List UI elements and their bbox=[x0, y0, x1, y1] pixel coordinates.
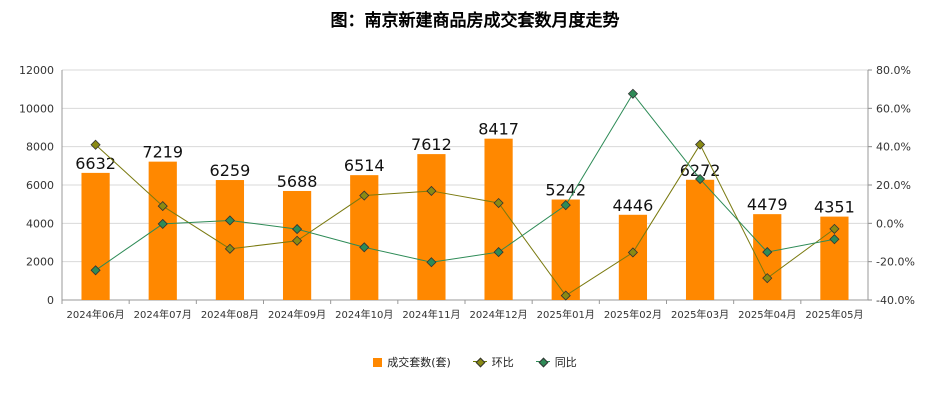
chart-title: 图：南京新建商品房成交套数月度走势 bbox=[330, 11, 620, 31]
bar-value-label: 5242 bbox=[545, 181, 586, 200]
y-left-tick-label: 2000 bbox=[26, 256, 54, 269]
tb-point bbox=[493, 247, 504, 258]
bar bbox=[685, 179, 715, 300]
tb-point bbox=[292, 224, 303, 235]
tb-point bbox=[426, 257, 437, 268]
x-tick-label: 2024年10月 bbox=[335, 308, 393, 321]
bar bbox=[417, 154, 446, 300]
y-right-tick-label: -40.0% bbox=[876, 294, 915, 307]
bar-value-label: 6514 bbox=[344, 156, 385, 175]
y-right-tick-label: 80.0% bbox=[876, 64, 911, 77]
x-tick-label: 2024年06月 bbox=[66, 308, 124, 321]
legend-item-bar[interactable]: 成交套数(套) bbox=[373, 354, 451, 370]
bar-value-label: 7219 bbox=[142, 143, 183, 162]
bar-value-label: 5688 bbox=[277, 172, 318, 191]
x-tick-label: 2025年01月 bbox=[537, 308, 595, 321]
hb-line bbox=[95, 143, 835, 297]
hb-point bbox=[829, 223, 840, 234]
bar-value-label: 4479 bbox=[747, 195, 788, 214]
y-right-tick-label: 60.0% bbox=[876, 102, 911, 115]
hb-point bbox=[762, 273, 773, 284]
bar-value-label: 4351 bbox=[814, 198, 855, 217]
y-left-tick-label: 0 bbox=[47, 294, 54, 307]
x-tick-label: 2025年02月 bbox=[604, 308, 662, 321]
y-left-tick-label: 6000 bbox=[26, 179, 54, 192]
bar-value-label: 7612 bbox=[411, 135, 452, 154]
legend-label-tb: 同比 bbox=[554, 356, 577, 369]
legend-bar-swatch bbox=[373, 357, 383, 367]
hb-point bbox=[426, 185, 437, 197]
x-tick-label: 2024年11月 bbox=[402, 308, 460, 321]
tb-point bbox=[627, 88, 638, 99]
x-tick-label: 2025年04月 bbox=[738, 308, 796, 321]
bar-value-label: 8417 bbox=[478, 120, 519, 139]
hb-point bbox=[292, 235, 303, 246]
tb-point bbox=[560, 200, 571, 211]
x-tick-label: 2024年08月 bbox=[201, 308, 259, 321]
legend-label-hb: 环比 bbox=[491, 356, 514, 369]
bar bbox=[551, 199, 580, 300]
y-left-tick-label: 12000 bbox=[19, 64, 54, 77]
hb-point bbox=[695, 139, 706, 150]
y-right-tick-label: 0.0% bbox=[876, 217, 904, 230]
x-tick-label: 2024年09月 bbox=[268, 308, 326, 321]
tb-point bbox=[829, 234, 840, 245]
tb-point bbox=[157, 218, 168, 229]
bar bbox=[81, 172, 110, 300]
bar bbox=[484, 138, 513, 300]
tb-point bbox=[359, 242, 370, 253]
y-left-tick-label: 8000 bbox=[26, 141, 54, 154]
tb-line bbox=[95, 92, 835, 271]
hb-point bbox=[359, 190, 370, 201]
hb-point bbox=[224, 243, 235, 254]
x-tick-label: 2025年05月 bbox=[805, 308, 863, 321]
bar-value-label: 6632 bbox=[75, 154, 116, 173]
legend-item-hb[interactable]: 环比 bbox=[472, 354, 514, 370]
legend-tb-swatch bbox=[535, 357, 550, 367]
chart-legend: 成交套数(套) 环比 同比 bbox=[0, 354, 950, 370]
y-left-tick-label: 4000 bbox=[26, 217, 54, 230]
legend-label-bar: 成交套数(套) bbox=[387, 356, 451, 369]
hb-point bbox=[493, 197, 504, 209]
y-left-tick-label: 10000 bbox=[19, 102, 54, 115]
tb-point bbox=[90, 265, 101, 276]
legend-item-tb[interactable]: 同比 bbox=[535, 354, 577, 370]
y-right-tick-label: 20.0% bbox=[876, 179, 911, 192]
tb-point bbox=[695, 173, 706, 185]
x-tick-label: 2024年12月 bbox=[469, 308, 527, 321]
legend-hb-swatch bbox=[472, 357, 487, 367]
bar bbox=[215, 180, 245, 300]
hb-point bbox=[627, 247, 638, 258]
bar-value-label: 6259 bbox=[210, 161, 251, 180]
hb-point bbox=[157, 201, 168, 212]
x-tick-label: 2024年07月 bbox=[134, 308, 192, 321]
y-right-tick-label: -20.0% bbox=[876, 256, 915, 269]
hb-point bbox=[560, 290, 571, 301]
y-right-tick-label: 40.0% bbox=[876, 141, 911, 154]
tb-point bbox=[762, 247, 773, 258]
tb-point bbox=[224, 215, 235, 226]
hb-point bbox=[90, 139, 101, 150]
x-tick-label: 2025年03月 bbox=[671, 308, 729, 321]
bar-value-label: 4446 bbox=[613, 196, 654, 215]
